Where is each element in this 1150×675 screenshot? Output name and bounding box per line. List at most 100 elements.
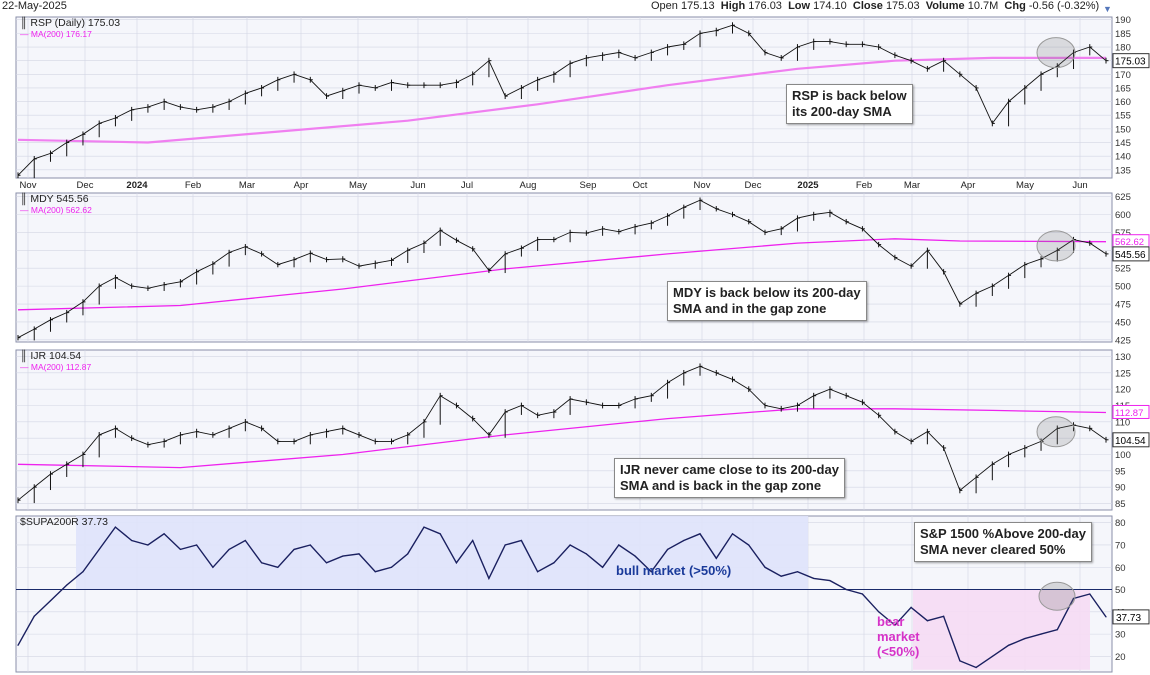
- supa-point: [634, 555, 636, 557]
- x-tick-label: Nov: [20, 180, 37, 191]
- annotation-line: bear: [877, 614, 905, 629]
- supa-point: [699, 533, 701, 535]
- y-tick-label: 500: [1115, 282, 1131, 293]
- open-label: Open: [651, 0, 678, 12]
- y-tick-label: 110: [1115, 417, 1130, 428]
- x-tick-label: Feb: [856, 180, 872, 191]
- annotation-line: SMA and in the gap zone: [673, 301, 827, 316]
- supa-point: [196, 544, 198, 546]
- annotation-line: IJR never came close to its 200-day: [620, 462, 839, 477]
- supa-point: [1072, 597, 1075, 600]
- supa-point: [813, 577, 815, 580]
- last-price-tag: [1112, 432, 1150, 448]
- supa-point: [650, 571, 652, 573]
- supa-point: [179, 548, 181, 551]
- price-line: [17, 199, 1107, 339]
- supa-point: [878, 611, 880, 613]
- supa-point: [228, 548, 230, 551]
- supa-point: [764, 566, 766, 568]
- supa-point: [585, 553, 587, 555]
- supa-point: [455, 562, 458, 564]
- supa-point: [861, 593, 864, 595]
- y-tick-label: 450: [1115, 317, 1131, 328]
- last-price-tag: [1112, 246, 1150, 262]
- symbol-label: $SUPA200R 37.73: [20, 516, 108, 528]
- supa-point: [293, 548, 295, 551]
- supa-point: [601, 566, 604, 568]
- supa-point: [439, 533, 441, 535]
- x-tick-label: Mar: [239, 180, 255, 191]
- y-tick-label: 160: [1115, 97, 1131, 108]
- ma-line: [17, 408, 1107, 469]
- ma-legend: — MA(200) 176.17: [20, 29, 92, 39]
- supa-point: [407, 553, 409, 555]
- supa-point: [553, 562, 555, 564]
- supa-point: [959, 660, 961, 662]
- y-tick-label: 95: [1115, 466, 1126, 477]
- x-tick-label: Aug: [520, 180, 537, 191]
- supa-point: [114, 526, 117, 528]
- supa-point: [1007, 644, 1010, 646]
- symbol-label: ║ MDY 545.56: [20, 192, 89, 206]
- supa-point: [374, 571, 376, 573]
- x-tick-label: Dec: [745, 180, 762, 191]
- supa-point: [829, 580, 831, 582]
- ma-legend: — MA(200) 112.87: [20, 362, 91, 372]
- y-tick-label: 190: [1115, 15, 1131, 26]
- chevron-down-icon[interactable]: ▼: [1103, 4, 1112, 14]
- last-price-label: 545.56: [1115, 250, 1146, 261]
- supa-point: [731, 533, 734, 535]
- annotation-line: (<50%): [877, 644, 920, 659]
- y-tick-label: 70: [1115, 540, 1126, 551]
- x-tick-label: Jun: [1072, 180, 1087, 191]
- x-tick-label: 2025: [797, 180, 819, 191]
- supa-point: [683, 539, 685, 542]
- supa-point: [472, 539, 474, 542]
- supa-point: [131, 539, 133, 542]
- supa-annotation-text: S&P 1500 %Above 200-day SMA never cleared…: [920, 526, 1086, 558]
- supa-point: [537, 571, 539, 573]
- supa-point: [1105, 616, 1107, 618]
- bear-zone: [913, 589, 1090, 670]
- ijr-annotation-text: IJR never came close to its 200-day SMA a…: [620, 462, 839, 494]
- highlight-circle: [1036, 416, 1076, 448]
- supa-point: [147, 544, 149, 546]
- y-tick-label: 155: [1115, 111, 1131, 122]
- supa-point: [277, 566, 279, 568]
- supa-point: [894, 624, 896, 626]
- y-tick-label: 525: [1115, 264, 1131, 275]
- mdy-annotation: MDY is back below its 200-day SMA and in …: [667, 281, 867, 321]
- highlight-circle: [1036, 37, 1076, 69]
- supa-point: [845, 588, 847, 591]
- supa-point: [423, 526, 425, 528]
- highlight-circle: [1036, 230, 1076, 262]
- y-tick-label: 150: [1115, 124, 1131, 135]
- bull-zone: [76, 516, 808, 590]
- y-tick-label: 600: [1115, 210, 1131, 221]
- y-tick-label: 100: [1115, 450, 1131, 461]
- y-tick-label: 90: [1115, 483, 1126, 494]
- supa-point: [569, 544, 571, 546]
- annotation-line: S&P 1500 %Above 200-day: [920, 526, 1086, 541]
- x-tick-label: May: [349, 180, 367, 191]
- panel-0-frame: [15, 16, 1113, 179]
- supa-point: [342, 555, 344, 557]
- close-value: 175.03: [885, 0, 920, 12]
- ma-line: [17, 238, 1107, 311]
- supa-point: [66, 584, 68, 586]
- x-tick-label: Sep: [580, 180, 597, 191]
- supa-point: [1040, 633, 1042, 635]
- y-tick-label: 30: [1115, 630, 1126, 641]
- x-tick-label: May: [1016, 180, 1034, 191]
- low-value: 174.10: [813, 0, 847, 12]
- supa-point: [666, 548, 669, 551]
- supa-point: [796, 571, 799, 573]
- supa-point: [82, 571, 84, 573]
- close-label: Close: [852, 0, 883, 12]
- last-price-label: 175.03: [1115, 57, 1146, 68]
- annotation-line: MDY is back below its 200-day: [673, 285, 861, 300]
- open-value: 175.13: [680, 0, 715, 12]
- supa-point: [163, 533, 165, 535]
- ma-legend: — MA(200) 562.62: [20, 205, 92, 215]
